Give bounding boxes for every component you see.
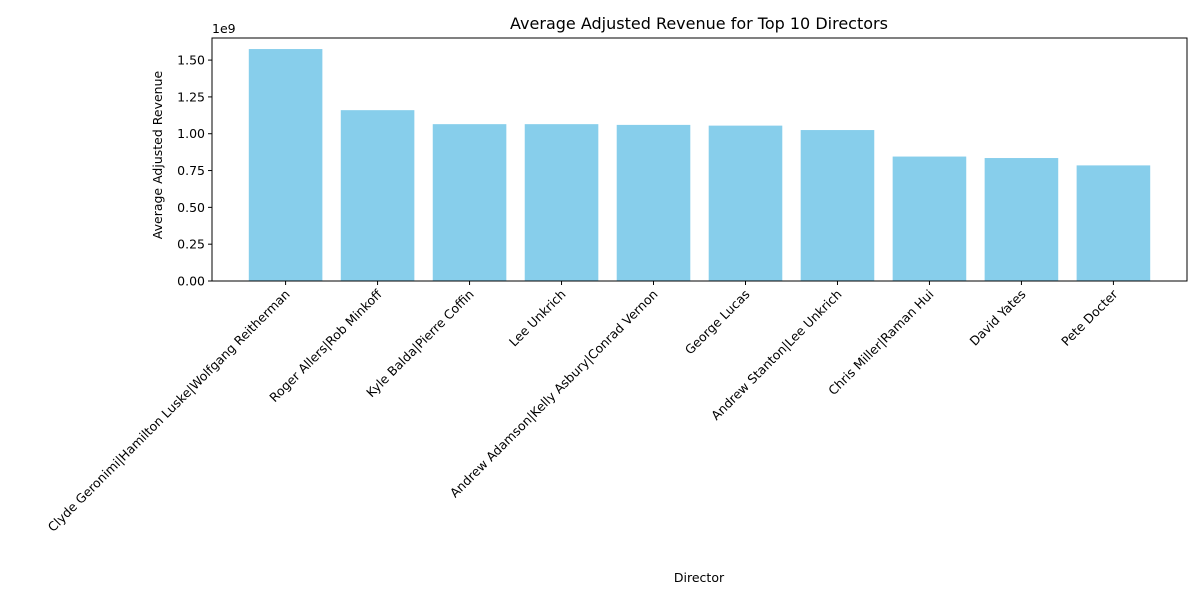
bar-8	[892, 156, 967, 281]
axes-group	[211, 37, 1188, 282]
y-tick-label: 1.00	[177, 126, 205, 141]
x-tick-label: David Yates	[967, 287, 1029, 349]
bars-group	[248, 49, 1151, 282]
x-tick-label: Andrew Adamson|Kelly Asbury|Conrad Verno…	[447, 287, 661, 501]
bar-7	[800, 130, 875, 281]
y-tick-label: 0.00	[177, 274, 205, 289]
x-tick-label: Clyde Geronimi|Hamilton Luske|Wolfgang R…	[45, 287, 293, 535]
bar-3	[432, 124, 507, 282]
bar-10	[1076, 165, 1151, 281]
y-tick-label: 0.50	[177, 200, 205, 215]
y-tick-label: 0.75	[177, 163, 205, 178]
y-tick-label: 1.50	[177, 53, 205, 68]
bar-6	[708, 125, 783, 281]
bar-2	[340, 110, 415, 281]
x-tick-label: George Lucas	[682, 287, 753, 358]
chart-title: Average Adjusted Revenue for Top 10 Dire…	[510, 14, 888, 33]
plot-frame	[211, 37, 1188, 282]
y-tick-label: 1.25	[177, 89, 205, 104]
x-tick-label: Lee Unkrich	[506, 287, 569, 350]
x-tick-label: Kyle Balda|Pierre Coffin	[363, 287, 477, 401]
bar-1	[248, 49, 323, 281]
y-tick-label: 0.25	[177, 237, 205, 252]
bar-4	[524, 124, 599, 282]
x-tick-label: Pete Docter	[1058, 286, 1121, 349]
x-axis-label: Director	[674, 570, 725, 585]
x-ticks-group: Clyde Geronimi|Hamilton Luske|Wolfgang R…	[45, 281, 1121, 535]
y-axis-offset-label: 1e9	[212, 21, 236, 36]
x-tick-label: Chris Miller|Raman Hui	[825, 287, 936, 398]
bar-5	[616, 124, 691, 282]
y-ticks-group: 0.00 0.25 0.50 0.75 1.00 1.25 1.50	[177, 53, 212, 289]
bar-9	[984, 158, 1059, 281]
y-axis-label: Average Adjusted Revenue	[150, 70, 165, 239]
